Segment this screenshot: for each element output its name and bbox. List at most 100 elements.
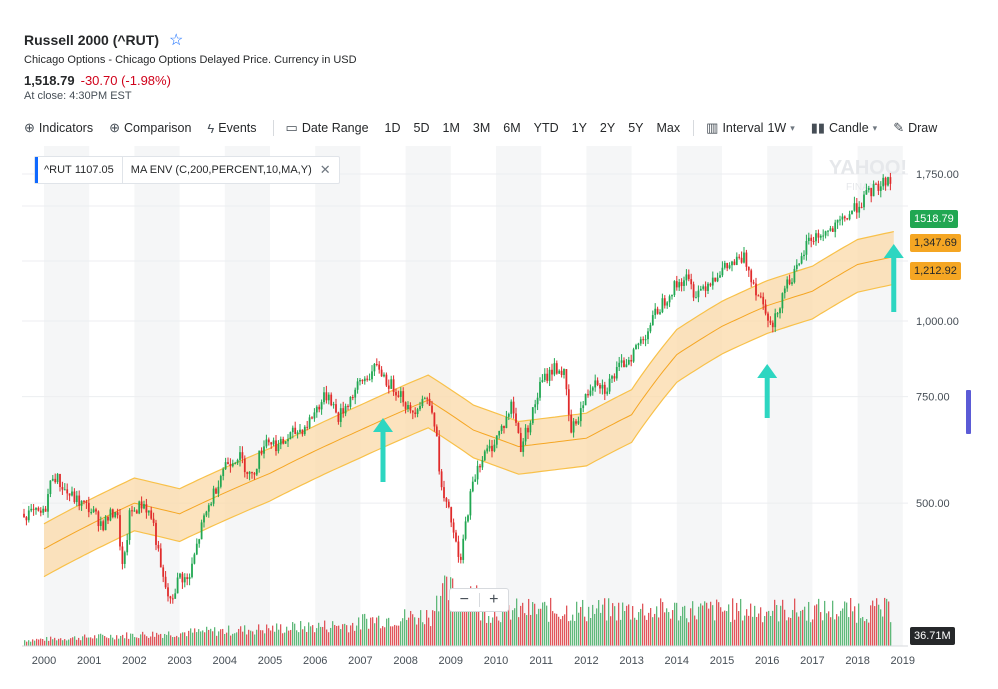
candle-body (757, 295, 760, 297)
volume-bar (644, 615, 646, 646)
range-3m[interactable]: 3M (472, 121, 491, 135)
y-tick-label: 750.00 (916, 392, 950, 404)
price-chart[interactable]: YAHOO! FINANCE 1,750.00 1,000.00 750.00 500… (0, 146, 998, 689)
candle-body (870, 187, 873, 197)
candle-body (596, 380, 599, 385)
indicators-button[interactable]: ⊕ Indicators (24, 120, 93, 136)
page-title: Russell 2000 (^RUT) ☆ (24, 30, 357, 50)
volume-bar (112, 637, 114, 646)
candle-body (251, 471, 253, 474)
volume-bar (628, 604, 630, 646)
yahoo-watermark-sub: FINANCE (846, 182, 890, 193)
candle-body (191, 563, 193, 578)
comparison-button[interactable]: ⊕ Comparison (109, 120, 191, 136)
candle-body (143, 504, 145, 509)
volume-bar (850, 598, 852, 646)
volume-bar (640, 608, 642, 646)
symbol-legend[interactable]: ^RUT 1107.05 (35, 157, 123, 183)
chart-legend: ^RUT 1107.05 MA ENV (C,200,PERCENT,10,MA… (34, 156, 340, 184)
volume-bar (758, 613, 760, 646)
volume-bar (858, 603, 860, 646)
volume-bar (800, 610, 802, 646)
volume-bar (74, 636, 76, 646)
volume-bar (188, 630, 190, 646)
candle-body (195, 543, 198, 555)
range-1d[interactable]: 1D (384, 121, 401, 135)
range-max[interactable]: Max (656, 121, 681, 135)
year-stripe (857, 146, 903, 646)
volume-bar (502, 605, 504, 646)
volume-bar (566, 605, 568, 646)
volume-bar (134, 637, 136, 646)
panel-resize-handle[interactable] (966, 390, 971, 434)
y-tick-label: 500.00 (916, 498, 950, 510)
volume-bar (152, 631, 154, 646)
volume-bar (676, 602, 678, 646)
indicator-legend[interactable]: MA ENV (C,200,PERCENT,10,MA,Y) ✕ (123, 162, 339, 178)
volume-bar (488, 615, 490, 646)
zoom-out-button[interactable]: − (459, 591, 469, 608)
candle-body (647, 331, 649, 340)
range-ytd[interactable]: YTD (533, 121, 559, 135)
volume-bar (576, 601, 578, 646)
volume-bar (176, 635, 178, 646)
volume-bar (612, 603, 614, 646)
volume-bar (776, 604, 778, 646)
candle-body (183, 577, 186, 583)
volume-bar (718, 602, 720, 646)
candle-body (505, 416, 508, 429)
candle-body (303, 426, 306, 435)
volume-bar (772, 610, 774, 646)
interval-dropdown[interactable]: ▥ Interval 1W ▾ (706, 120, 795, 136)
candle-body (66, 489, 69, 494)
events-button[interactable]: ϟ Events (207, 121, 256, 136)
range-5d[interactable]: 5D (413, 121, 430, 135)
candle-body (447, 501, 450, 508)
candle-body (217, 486, 220, 494)
ma-envelope (43, 231, 894, 578)
volume-bar (72, 637, 74, 646)
candle-body (635, 345, 637, 350)
range-1y[interactable]: 1Y (571, 121, 587, 135)
candle-body (54, 478, 57, 483)
volume-bar (370, 617, 372, 646)
chart-type-dropdown[interactable]: ▮▮ Candle ▾ (811, 120, 877, 136)
candle-body (78, 495, 81, 506)
volume-bar (580, 606, 582, 646)
candle-body (169, 596, 172, 599)
range-2y[interactable]: 2Y (599, 121, 616, 135)
range-6m[interactable]: 6M (503, 121, 521, 135)
candle-body (440, 471, 443, 488)
volume-bar (618, 602, 620, 646)
candle-body (683, 280, 685, 286)
volume-bar (596, 608, 598, 646)
volume-bar (864, 621, 866, 646)
volume-bar (282, 633, 284, 646)
candle-body (354, 389, 357, 398)
volume-bar (146, 636, 148, 646)
zoom-in-button[interactable]: + (489, 591, 499, 608)
volume-bar (64, 639, 66, 646)
volume-bar (690, 608, 692, 646)
candle-body (265, 439, 268, 447)
candle-body (841, 216, 844, 220)
range-1m[interactable]: 1M (442, 121, 460, 135)
star-icon[interactable]: ☆ (169, 32, 184, 49)
volume-bar (844, 601, 846, 646)
candle-body (215, 488, 217, 494)
candle-body (836, 219, 839, 223)
candle-body (423, 398, 426, 400)
date-range-button[interactable]: ▭ Date Range (286, 120, 369, 136)
draw-button[interactable]: ✎ Draw (893, 120, 937, 136)
candle-body (152, 518, 155, 523)
volume-bar (728, 604, 730, 646)
volume-bar (78, 637, 80, 646)
candle-body (738, 256, 741, 258)
volume-bar (184, 632, 186, 646)
range-5y[interactable]: 5Y (628, 121, 644, 135)
volume-bar (804, 606, 806, 646)
volume-bar (402, 618, 404, 646)
candle-body (810, 237, 813, 241)
volume-bar (128, 638, 130, 646)
close-icon[interactable]: ✕ (319, 162, 331, 177)
